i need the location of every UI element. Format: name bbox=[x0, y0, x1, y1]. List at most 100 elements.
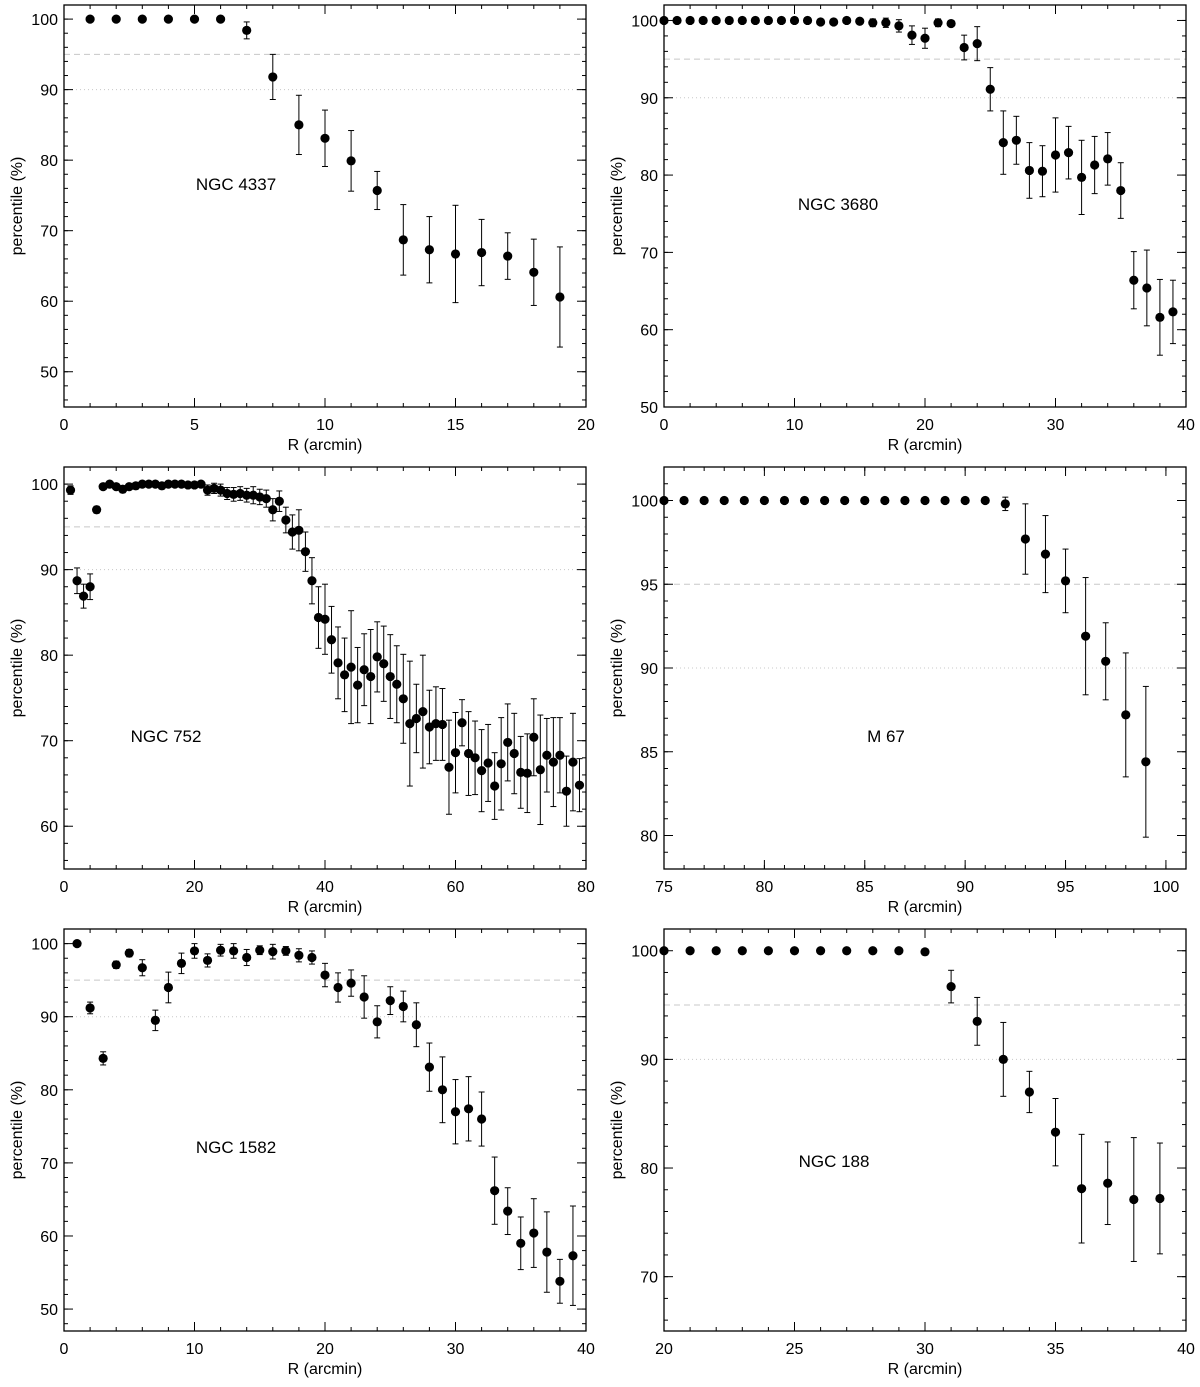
marker bbox=[326, 635, 337, 645]
x-axis-label: R (arcmin) bbox=[288, 899, 363, 916]
marker bbox=[202, 955, 213, 966]
data-point bbox=[529, 238, 539, 306]
marker bbox=[372, 652, 382, 662]
marker bbox=[1142, 283, 1152, 293]
data-point bbox=[385, 986, 395, 1016]
data-point bbox=[372, 170, 382, 211]
marker bbox=[359, 665, 369, 675]
y-axis-label: percentile (%) bbox=[609, 619, 626, 718]
data-point bbox=[1121, 652, 1131, 778]
data-point bbox=[685, 15, 695, 26]
marker bbox=[561, 786, 572, 796]
data-point bbox=[418, 654, 428, 769]
data-point bbox=[144, 479, 154, 489]
data-point bbox=[972, 996, 982, 1046]
y-tick-label: 60 bbox=[40, 1229, 58, 1246]
x-tick-label: 20 bbox=[316, 1341, 334, 1358]
data-point bbox=[759, 495, 769, 506]
data-point bbox=[868, 946, 878, 956]
marker bbox=[411, 1020, 421, 1030]
marker bbox=[980, 495, 990, 506]
chart-panel-m-67: 75 80 85 90 95 100 80 85 90 95 100 R (arcmin) percen… bbox=[609, 466, 1187, 916]
marker bbox=[763, 15, 773, 26]
marker bbox=[418, 707, 428, 717]
data-point bbox=[998, 1021, 1008, 1097]
data-point bbox=[1000, 496, 1010, 512]
data-point bbox=[698, 15, 708, 26]
marker bbox=[1116, 185, 1126, 196]
data-point bbox=[1103, 1141, 1113, 1226]
marker bbox=[1040, 549, 1051, 559]
data-point bbox=[450, 1079, 461, 1145]
data-point bbox=[840, 495, 850, 506]
marker bbox=[372, 185, 382, 196]
x-tick-label: 40 bbox=[1177, 417, 1195, 434]
data-point bbox=[685, 946, 695, 956]
data-point bbox=[437, 1056, 448, 1124]
marker bbox=[437, 1085, 448, 1095]
marker bbox=[196, 479, 206, 489]
y-axis-label: percentile (%) bbox=[609, 1081, 626, 1180]
marker bbox=[333, 982, 343, 993]
data-point bbox=[555, 1258, 565, 1304]
marker bbox=[477, 766, 487, 776]
data-point bbox=[202, 953, 213, 968]
marker bbox=[242, 25, 252, 35]
x-tick-label: 5 bbox=[190, 417, 199, 434]
data-point bbox=[829, 17, 839, 27]
data-point bbox=[1081, 577, 1091, 696]
data-point bbox=[900, 495, 910, 506]
marker bbox=[450, 249, 461, 259]
data-point bbox=[1168, 279, 1178, 345]
marker bbox=[711, 946, 721, 956]
marker bbox=[933, 18, 943, 28]
marker bbox=[346, 662, 356, 672]
marker bbox=[85, 1003, 95, 1013]
data-point bbox=[535, 714, 545, 826]
x-axis-label: R (arcmin) bbox=[288, 437, 363, 454]
marker bbox=[242, 952, 252, 963]
data-point bbox=[477, 1091, 487, 1147]
marker bbox=[868, 18, 878, 28]
data-point bbox=[300, 531, 311, 572]
marker bbox=[274, 496, 284, 506]
data-point bbox=[326, 605, 337, 674]
marker bbox=[881, 18, 891, 28]
data-point bbox=[946, 969, 956, 1004]
marker bbox=[1121, 710, 1131, 720]
data-point bbox=[385, 634, 395, 719]
y-tick-label: 90 bbox=[40, 83, 58, 100]
data-point bbox=[659, 15, 669, 26]
data-point bbox=[503, 232, 513, 280]
data-point bbox=[1116, 162, 1126, 219]
data-point bbox=[1141, 685, 1151, 838]
cluster-label: NGC 3680 bbox=[798, 195, 878, 214]
data-point bbox=[1024, 142, 1034, 199]
marker bbox=[698, 15, 708, 26]
marker bbox=[699, 495, 709, 506]
data-point bbox=[294, 509, 304, 552]
data-point bbox=[779, 495, 790, 506]
data-point bbox=[78, 583, 89, 609]
marker bbox=[685, 15, 695, 26]
data-point bbox=[411, 1002, 421, 1048]
marker bbox=[294, 120, 304, 130]
data-point bbox=[1050, 117, 1061, 193]
marker bbox=[789, 946, 800, 956]
marker bbox=[959, 42, 969, 53]
data-point bbox=[933, 18, 943, 28]
marker bbox=[972, 1016, 982, 1026]
marker bbox=[111, 960, 121, 970]
marker bbox=[65, 485, 76, 495]
x-tick-label: 80 bbox=[577, 879, 595, 896]
marker bbox=[490, 1186, 500, 1196]
y-tick-label: 80 bbox=[40, 153, 58, 170]
data-point bbox=[242, 21, 252, 40]
marker bbox=[424, 245, 434, 255]
marker bbox=[907, 30, 917, 40]
y-tick-label: 80 bbox=[640, 1161, 658, 1178]
data-point bbox=[940, 495, 950, 506]
marker bbox=[946, 18, 956, 29]
data-point bbox=[776, 15, 787, 26]
